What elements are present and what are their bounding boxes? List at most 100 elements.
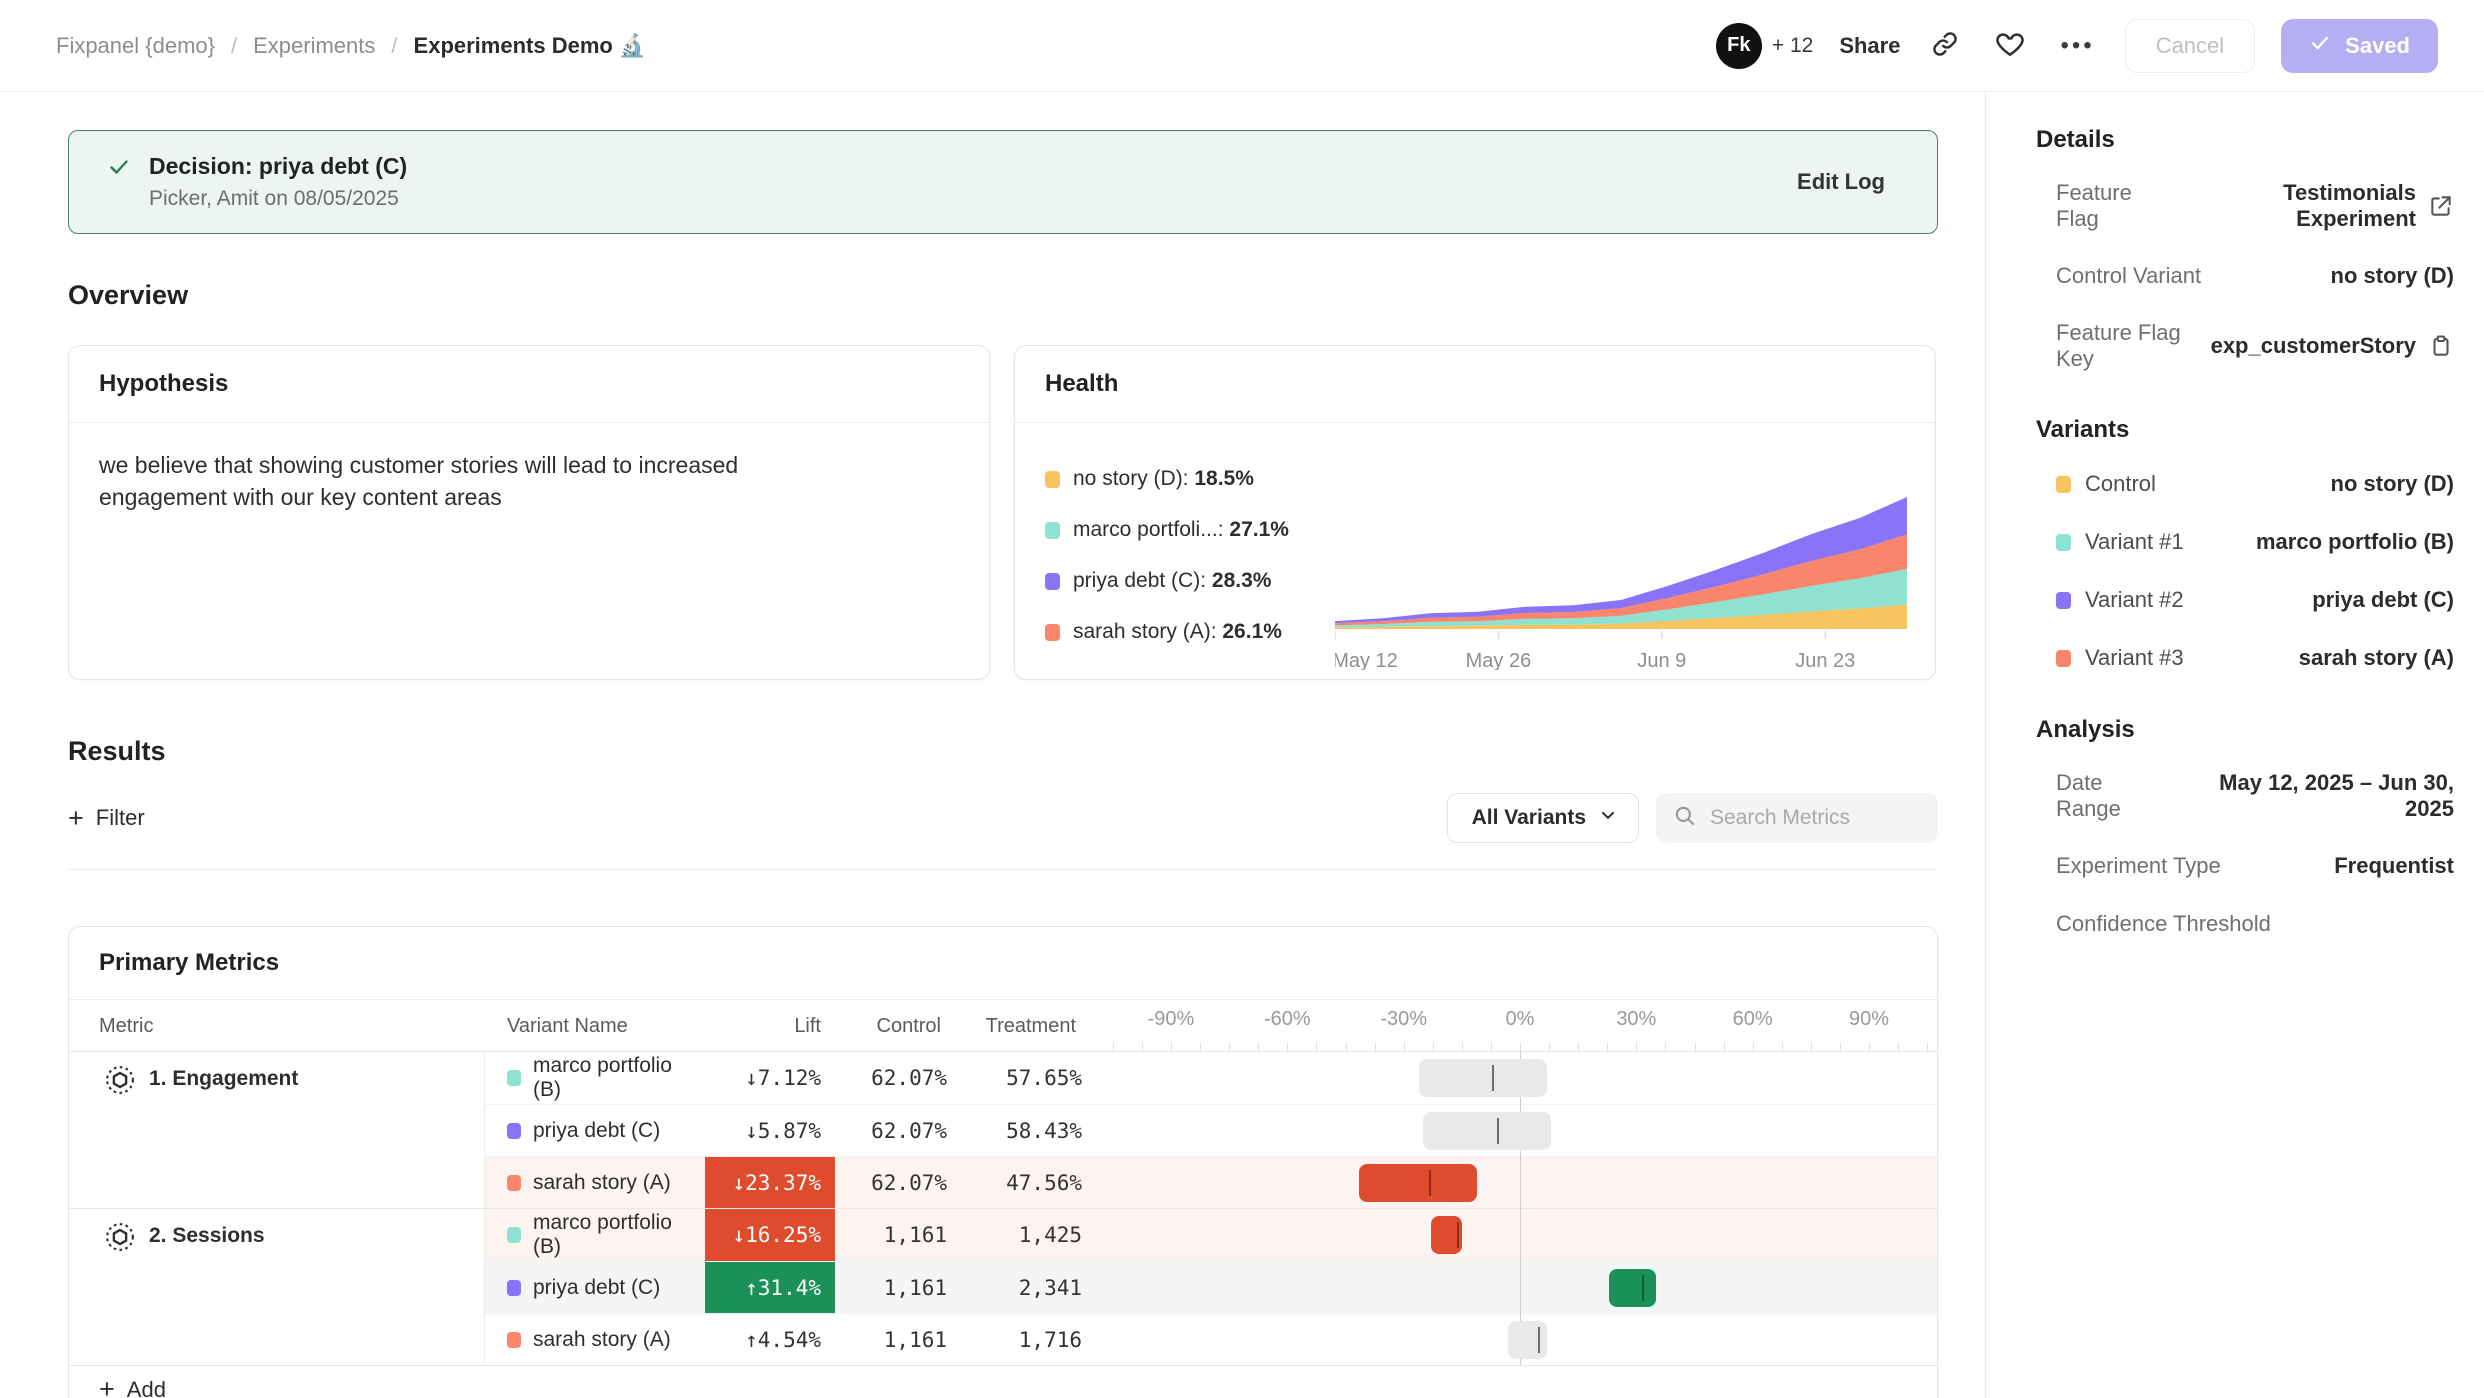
details-row: Control Variantno story (D) [2056,262,2454,290]
axis-tick-label: -30% [1380,1008,1427,1031]
variant-swatch [2056,592,2071,609]
axis-tick-label: -60% [1264,1008,1311,1031]
lift-value: ↑4.54% [745,1328,835,1352]
treatment-cell: 47.56% [955,1157,1090,1208]
legend-value: 26.1% [1222,620,1282,643]
metric-rows: marco portfolio (B)↓16.25%1,1611,425 priy… [485,1209,1937,1365]
legend-swatch [1045,624,1060,641]
legend-item: marco portfoli...: 27.1% [1045,518,1335,542]
main-content: Decision: priya debt (C) Picker, Amit on… [0,92,1985,1398]
control-cell: 62.07% [835,1052,955,1104]
lift-value: ↑31.4% [745,1276,821,1300]
table-row[interactable]: priya debt (C)↑31.4%1,1612,341 [485,1261,1937,1313]
details-heading: Details [2036,126,2454,154]
details-row-value: Testimonials Experiment [2173,180,2416,232]
variant-swatch [507,1332,521,1348]
variants-row-value: sarah story (A) [2299,645,2454,671]
control-value: 1,161 [884,1276,947,1300]
metric-cell[interactable]: 2. Sessions [69,1209,485,1365]
variant-swatch [507,1175,521,1191]
collaborators-count[interactable]: + 12 [1772,34,1813,58]
confidence-interval-cell [1090,1157,1937,1208]
legend-item: priya debt (C): 28.3% [1045,569,1335,593]
cancel-button[interactable]: Cancel [2125,19,2255,73]
primary-metrics-title: Primary Metrics [69,927,1937,1000]
axis-tick [1578,1043,1579,1052]
legend-label: priya debt (C): 28.3% [1073,569,1271,593]
legend-value: 27.1% [1229,518,1289,541]
breadcrumb-experiments[interactable]: Experiments [253,33,375,59]
estimate-marker [1457,1222,1459,1248]
x-axis-label: May 26 [1466,650,1532,670]
axis-tick [1346,1043,1347,1052]
table-row[interactable]: sarah story (A)↑4.54%1,1611,716 [485,1313,1937,1365]
variant-swatch [507,1227,521,1243]
control-cell: 1,161 [835,1209,955,1261]
check-icon [107,155,131,184]
variants-row-label: Variant #3 [2085,645,2184,671]
axis-tick [1491,1043,1492,1052]
table-row[interactable]: priya debt (C) ↓5.87%62.07% 58.43% [485,1104,1937,1156]
more-options-button[interactable]: ••• [2056,28,2098,64]
control-cell: 62.07% [835,1105,955,1156]
variant-cell: marco portfolio (B) [485,1052,705,1104]
analysis-row-value: Frequentist [2334,853,2454,879]
treatment-value: 58.43% [1006,1119,1082,1143]
copy-link-button[interactable] [1926,25,1964,66]
external-link-icon[interactable] [2428,193,2454,219]
decision-banner: Decision: priya debt (C) Picker, Amit on… [68,130,1938,234]
analysis-heading: Analysis [2036,716,2454,744]
control-cell: 1,161 [835,1314,955,1365]
favorite-button[interactable] [1990,24,2030,67]
treatment-cell: 1,425 [955,1209,1090,1261]
confidence-interval-bar [1508,1321,1547,1359]
breadcrumb-project[interactable]: Fixpanel {demo} [56,33,215,59]
variant-cell: priya debt (C) [485,1105,705,1156]
axis-tick [1229,1043,1230,1052]
lift-value: ↓5.87% [745,1119,835,1143]
add-filter-button[interactable]: + Filter [68,805,145,832]
x-axis-label: Jun 23 [1795,650,1855,670]
variant-name: sarah story (A) [533,1328,671,1352]
axis-tick [1869,1043,1870,1052]
confidence-interval-bar [1423,1112,1551,1150]
estimate-marker [1538,1327,1540,1353]
chevron-down-icon [1598,805,1618,831]
col-header-treatment: Treatment [955,1015,1090,1038]
share-button[interactable]: Share [1839,33,1900,59]
table-row[interactable]: marco portfolio (B)↓16.25%1,1611,425 [485,1209,1937,1261]
clipboard-icon[interactable] [2428,333,2454,359]
table-row[interactable]: sarah story (A)↓23.37%62.07%47.56% [485,1156,1937,1208]
lift-value: ↓7.12% [745,1066,835,1090]
treatment-cell: 58.43% [955,1105,1090,1156]
col-header-lift: Lift [705,1015,835,1038]
heart-icon [1994,28,2026,63]
confidence-interval-cell [1090,1209,1937,1261]
metrics-table-body: 1. Engagementmarco portfolio (B) ↓7.12%62… [69,1052,1937,1365]
top-bar-actions: Fk + 12 Share ••• [1716,19,2438,73]
filter-button-label: Filter [96,805,145,831]
metric-cell[interactable]: 1. Engagement [69,1052,485,1208]
search-metrics-input[interactable] [1710,806,1922,830]
hypothesis-title: Hypothesis [69,346,989,423]
health-area-chart: May 12May 26Jun 9Jun 23 [1335,488,1907,670]
lift-cell: ↑31.4% [705,1262,835,1313]
estimate-marker [1642,1275,1644,1301]
legend-item: sarah story (A): 26.1% [1045,620,1335,644]
variant-name: priya debt (C) [533,1276,660,1300]
breadcrumb-separator: / [231,33,237,59]
table-row[interactable]: marco portfolio (B)↓7.12%62.07%57.65% [485,1052,1937,1104]
estimate-marker [1492,1065,1494,1091]
axis-tick [1316,1043,1317,1052]
metric-target-icon [105,1222,135,1257]
analysis-row: Confidence Threshold [2056,910,2454,938]
edit-log-link[interactable]: Edit Log [1797,169,1885,195]
col-header-metric: Metric [69,1015,485,1038]
add-metric-button[interactable]: + Add [69,1365,1937,1398]
avatar[interactable]: Fk [1716,23,1762,69]
saved-button[interactable]: Saved [2281,19,2438,73]
axis-tick [1142,1043,1143,1052]
breadcrumb-separator: / [391,33,397,59]
metric-group: 1. Engagementmarco portfolio (B) ↓7.12%62… [69,1052,1937,1208]
variant-filter-dropdown[interactable]: All Variants [1447,793,1639,843]
